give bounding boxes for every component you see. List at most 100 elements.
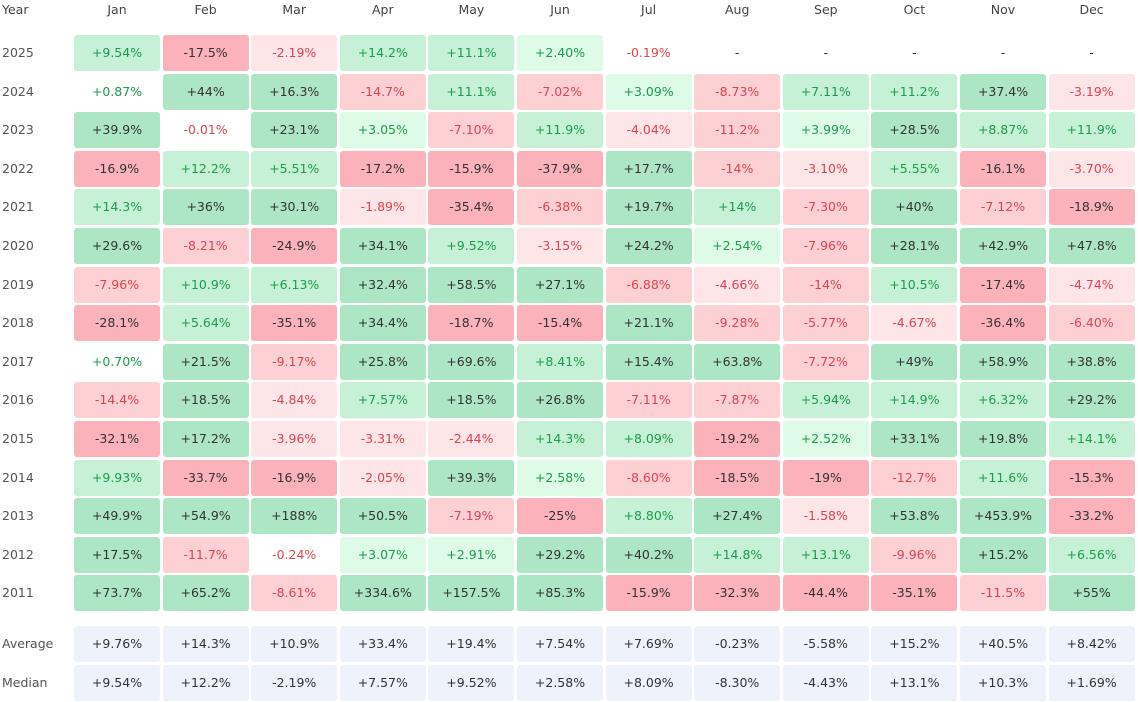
row-2012-cell-apr: +3.07%: [339, 536, 426, 573]
row-2024-cell-may: +11.1%: [428, 73, 515, 110]
year-column-header: Year: [2, 2, 29, 17]
row-2021-cell-dec: -18.9%: [1048, 189, 1135, 226]
row-2020-cell-apr: +34.1%: [339, 228, 426, 264]
summary-average-cell-mar: +10.9%: [251, 626, 338, 662]
row-2019-cell-apr: +32.4%: [339, 266, 426, 303]
summary-average-cell-oct: +15.2%: [871, 626, 958, 662]
row-2021-cell-nov: -7.12%: [960, 189, 1046, 226]
row-2022-cell-sep: -3.10%: [782, 150, 869, 187]
row-2015-cell-nov: +19.8%: [960, 421, 1046, 457]
summary-average-cell-nov: +40.5%: [960, 626, 1046, 662]
row-2017-cell-oct: +49%: [871, 343, 958, 380]
row-2023-cell-jun: +11.9%: [517, 112, 603, 149]
row-2012-cell-oct: -9.96%: [871, 536, 958, 573]
row-2011-cell-apr: +334.6%: [339, 575, 426, 612]
row-2011-cell-dec: +55%: [1048, 575, 1135, 612]
row-2016-cell-jan: -14.4%: [74, 382, 160, 419]
summary-average-cell-may: +19.4%: [428, 626, 515, 662]
row-2016-cell-sep: +5.94%: [782, 382, 869, 419]
row-2017-label: 2017: [2, 353, 34, 369]
summary-average-label: Average: [2, 636, 54, 651]
month-header-mar: Mar: [282, 2, 306, 17]
row-2025-cell-feb: -17.5%: [162, 35, 249, 71]
row-2022-cell-may: -15.9%: [428, 150, 515, 187]
row-2012-cell-jan: +17.5%: [74, 536, 160, 573]
row-2011-cell-may: +157.5%: [428, 575, 515, 612]
row-2012-cell-mar: -0.24%: [272, 546, 317, 562]
row-2019-cell-jun: +27.1%: [517, 266, 603, 303]
row-2014-cell-oct: -12.7%: [871, 459, 958, 496]
row-2017-cell-aug: +63.8%: [694, 343, 781, 380]
row-2023-cell-mar: +23.1%: [251, 112, 338, 149]
row-2019-cell-sep: -14%: [782, 266, 869, 303]
row-2013-cell-apr: +50.5%: [339, 498, 426, 535]
row-2020-cell-jul: +24.2%: [605, 228, 692, 264]
row-2025-label: 2025: [2, 45, 34, 60]
row-2020-cell-may: +9.52%: [428, 228, 515, 264]
row-2013-cell-mar: +188%: [251, 498, 338, 535]
row-2018-cell-feb: +5.64%: [162, 305, 249, 342]
row-2011-label: 2011: [2, 585, 34, 601]
summary-median-cell-feb: +12.2%: [162, 664, 249, 701]
month-header-oct: Oct: [903, 2, 926, 17]
row-2024-cell-dec: -3.19%: [1048, 73, 1135, 110]
row-2014-cell-sep: -19%: [782, 459, 869, 496]
row-2018-cell-nov: -36.4%: [960, 305, 1046, 342]
row-2023-cell-sep: +3.99%: [782, 112, 869, 149]
summary-median-cell-aug: -8.30%: [694, 664, 781, 701]
row-2017-cell-feb: +21.5%: [162, 343, 249, 380]
row-2013-cell-nov: +453.9%: [960, 498, 1046, 535]
month-header-apr: Apr: [371, 2, 394, 17]
row-2016-cell-may: +18.5%: [428, 382, 515, 419]
row-2018-cell-sep: -5.77%: [782, 305, 869, 342]
row-2019-cell-jan: -7.96%: [74, 266, 160, 303]
row-2015-cell-oct: +33.1%: [871, 421, 958, 457]
summary-average-cell-aug: -0.23%: [694, 626, 781, 662]
row-2019-cell-jul: -6.88%: [605, 266, 692, 303]
row-2023-cell-dec: +11.9%: [1048, 112, 1135, 149]
row-2020-cell-oct: +28.1%: [871, 228, 958, 264]
row-2015-cell-jul: +8.09%: [605, 421, 692, 457]
row-2014-cell-jun: +2.58%: [517, 459, 603, 496]
row-2011-cell-mar: -8.61%: [251, 575, 338, 612]
month-header-feb: Feb: [194, 2, 217, 17]
row-2025-cell-jul: -0.19%: [626, 45, 671, 60]
summary-median-cell-apr: +7.57%: [339, 664, 426, 701]
row-2024-label: 2024: [2, 83, 34, 99]
row-2012-cell-nov: +15.2%: [960, 536, 1046, 573]
row-2020-cell-nov: +42.9%: [960, 228, 1046, 264]
row-2023-cell-feb: -0.01%: [183, 122, 228, 138]
row-2020-cell-aug: +2.54%: [694, 228, 781, 264]
row-2015-cell-apr: -3.31%: [339, 421, 426, 457]
row-2022-cell-jul: +17.7%: [605, 150, 692, 187]
row-2018-cell-may: -18.7%: [428, 305, 515, 342]
row-2014-label: 2014: [2, 469, 34, 485]
row-2013-cell-jun: -25%: [517, 498, 603, 535]
row-2021-cell-jul: +19.7%: [605, 189, 692, 226]
row-2016-cell-apr: +7.57%: [339, 382, 426, 419]
row-2011-cell-jan: +73.7%: [74, 575, 160, 612]
row-2023-cell-aug: -11.2%: [694, 112, 781, 149]
row-2015-cell-may: -2.44%: [428, 421, 515, 457]
row-2025-cell-sep: -: [823, 45, 829, 60]
row-2024-cell-jan: +0.87%: [91, 83, 143, 99]
row-2025-cell-nov: -: [1000, 45, 1006, 60]
summary-average-cell-jun: +7.54%: [517, 626, 603, 662]
row-2018-cell-oct: -4.67%: [871, 305, 958, 342]
month-header-dec: Dec: [1079, 2, 1104, 17]
row-2024-cell-oct: +11.2%: [871, 73, 958, 110]
row-2024-cell-apr: -14.7%: [339, 73, 426, 110]
row-2011-cell-nov: -11.5%: [960, 575, 1046, 612]
row-2022-cell-apr: -17.2%: [339, 150, 426, 187]
row-2014-cell-nov: +11.6%: [960, 459, 1046, 496]
row-2021-label: 2021: [2, 199, 34, 215]
row-2015-cell-mar: -3.96%: [251, 421, 338, 457]
row-2015-cell-feb: +17.2%: [162, 421, 249, 457]
row-2022-cell-feb: +12.2%: [162, 150, 249, 187]
row-2017-cell-may: +69.6%: [428, 343, 515, 380]
row-2016-cell-feb: +18.5%: [162, 382, 249, 419]
row-2018-cell-jun: -15.4%: [517, 305, 603, 342]
summary-average-cell-apr: +33.4%: [339, 626, 426, 662]
row-2013-cell-aug: +27.4%: [694, 498, 781, 535]
